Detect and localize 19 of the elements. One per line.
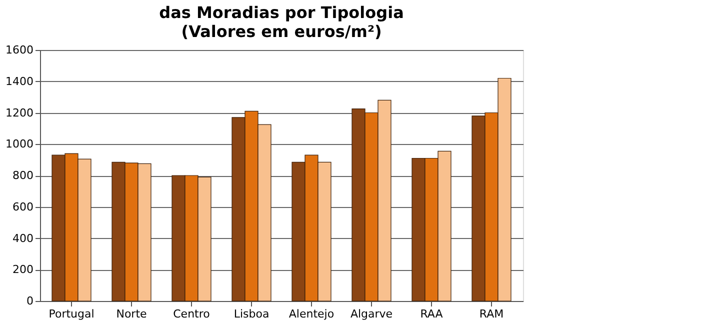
chart-subtitle: (Valores em euros/m²) (181, 22, 382, 41)
y-tick-label: 800 (12, 169, 34, 182)
y-tick-label: 1400 (6, 74, 34, 88)
x-tick-label: Alentejo (288, 308, 334, 320)
y-tick-label: 600 (12, 200, 34, 214)
chart-title: das Moradias por Tipologia (159, 3, 404, 22)
x-tick-label: Centro (173, 308, 210, 320)
x-tick-label: Portugal (48, 308, 94, 320)
y-tick-label: 1600 (6, 44, 34, 56)
y-tick-label: 400 (12, 232, 34, 245)
x-tick-label: Lisboa (234, 308, 270, 320)
y-tick-label: 0 (26, 294, 34, 308)
x-tick-label: Algarve (350, 308, 393, 320)
y-tick-label: 200 (12, 263, 34, 276)
y-tick-label: 1000 (6, 138, 34, 151)
x-tick-label: Norte (116, 308, 148, 320)
y-tick-label: 1200 (6, 106, 34, 120)
x-tick-label: RAM (479, 308, 504, 320)
x-tick-label: RAA (420, 308, 444, 320)
